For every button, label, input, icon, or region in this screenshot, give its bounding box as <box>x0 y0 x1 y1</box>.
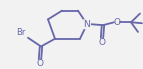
Text: O: O <box>36 59 43 68</box>
Text: Br: Br <box>16 28 26 37</box>
Text: N: N <box>84 20 90 29</box>
Text: O: O <box>114 18 121 27</box>
Text: O: O <box>99 38 106 47</box>
